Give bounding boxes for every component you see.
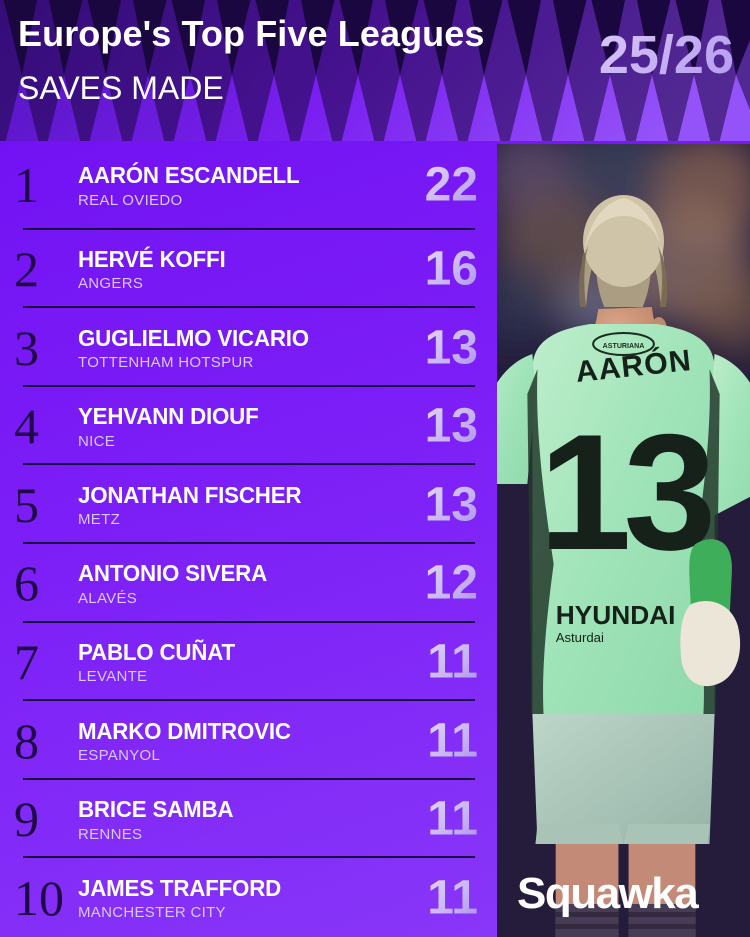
svg-text:13: 13 xyxy=(539,401,711,585)
svg-text:HYUNDAI: HYUNDAI xyxy=(556,600,676,630)
svg-text:Asturdai: Asturdai xyxy=(556,630,604,645)
